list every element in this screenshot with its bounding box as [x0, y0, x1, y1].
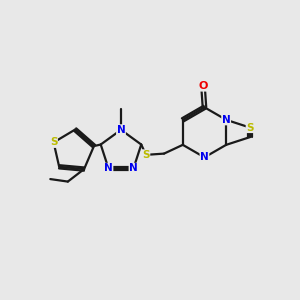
Text: S: S	[50, 137, 57, 147]
Text: N: N	[129, 163, 138, 173]
Text: S: S	[246, 123, 254, 133]
Text: O: O	[198, 81, 208, 91]
Text: N: N	[222, 115, 230, 125]
Text: N: N	[200, 152, 209, 162]
Text: N: N	[104, 163, 113, 173]
Text: S: S	[142, 150, 150, 160]
Text: N: N	[117, 125, 125, 135]
